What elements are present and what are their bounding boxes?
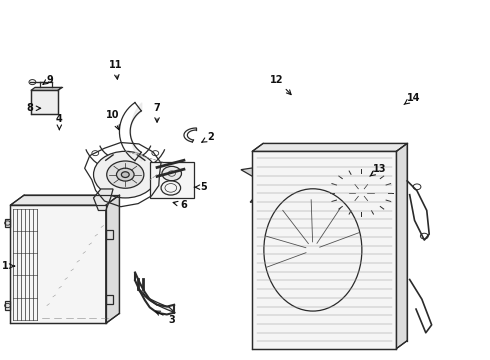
Text: 14: 14 (404, 93, 420, 104)
Text: 6: 6 (173, 200, 187, 210)
Circle shape (294, 176, 306, 184)
Polygon shape (241, 165, 287, 183)
Circle shape (341, 177, 382, 208)
Polygon shape (250, 184, 291, 202)
Polygon shape (396, 143, 407, 348)
Text: 8: 8 (26, 103, 41, 113)
Text: 2: 2 (202, 132, 214, 142)
Circle shape (122, 172, 129, 177)
Polygon shape (252, 151, 396, 348)
Polygon shape (10, 205, 106, 323)
Circle shape (162, 166, 181, 181)
Polygon shape (10, 195, 120, 205)
Text: 3: 3 (156, 311, 175, 325)
Circle shape (347, 183, 375, 203)
Polygon shape (4, 301, 10, 310)
Polygon shape (31, 90, 58, 114)
Polygon shape (284, 190, 312, 218)
Text: 12: 12 (270, 75, 291, 95)
Text: 1: 1 (2, 261, 15, 271)
Text: 5: 5 (195, 182, 207, 192)
Circle shape (94, 151, 157, 198)
Polygon shape (303, 147, 329, 172)
Text: 10: 10 (106, 111, 120, 130)
Circle shape (286, 170, 314, 190)
Text: 11: 11 (109, 60, 122, 79)
Text: 4: 4 (56, 114, 63, 130)
Polygon shape (106, 296, 113, 304)
Circle shape (355, 188, 367, 197)
Polygon shape (138, 288, 175, 313)
Text: 7: 7 (154, 103, 160, 122)
Polygon shape (4, 219, 10, 227)
Circle shape (263, 153, 336, 207)
Circle shape (332, 171, 391, 214)
Bar (150, 162, 194, 198)
Text: 13: 13 (370, 164, 386, 176)
Circle shape (117, 168, 134, 181)
Text: 9: 9 (43, 75, 53, 85)
Polygon shape (106, 230, 113, 239)
Polygon shape (313, 167, 360, 185)
Polygon shape (94, 189, 113, 211)
Polygon shape (31, 87, 62, 90)
Circle shape (107, 161, 144, 188)
Polygon shape (106, 195, 120, 323)
Polygon shape (252, 143, 407, 151)
Polygon shape (308, 185, 345, 205)
Circle shape (275, 162, 324, 198)
Polygon shape (274, 145, 299, 172)
